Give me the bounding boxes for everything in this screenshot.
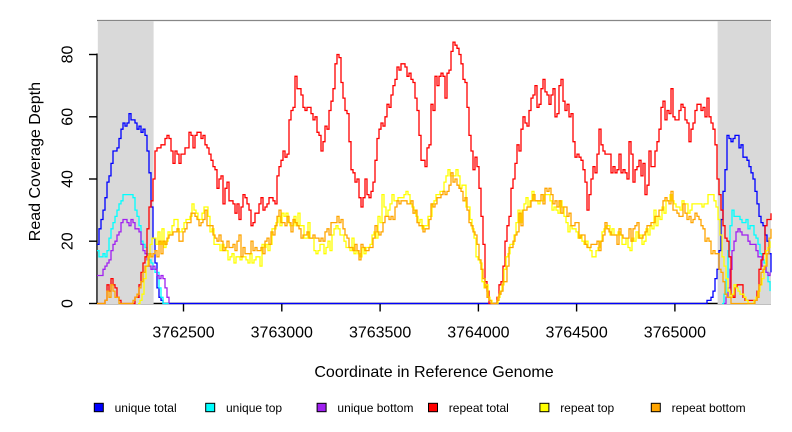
svg-text:20: 20 xyxy=(60,232,77,250)
svg-text:unique bottom: unique bottom xyxy=(337,401,413,415)
svg-text:3764000: 3764000 xyxy=(447,325,509,342)
svg-text:repeat top: repeat top xyxy=(560,401,614,415)
svg-text:3765000: 3765000 xyxy=(644,325,706,342)
svg-text:unique top: unique top xyxy=(226,401,282,415)
svg-text:Coordinate in Reference Genome: Coordinate in Reference Genome xyxy=(314,364,553,381)
svg-text:40: 40 xyxy=(60,170,77,188)
svg-text:repeat total: repeat total xyxy=(449,401,509,415)
svg-text:repeat bottom: repeat bottom xyxy=(672,401,746,415)
svg-text:unique total: unique total xyxy=(115,401,177,415)
svg-text:3763500: 3763500 xyxy=(349,325,411,342)
svg-text:60: 60 xyxy=(60,108,77,126)
svg-text:Read Coverage Depth: Read Coverage Depth xyxy=(27,82,44,241)
svg-text:3764500: 3764500 xyxy=(545,325,607,342)
svg-text:3762500: 3762500 xyxy=(152,325,214,342)
svg-text:0: 0 xyxy=(60,299,77,308)
svg-text:80: 80 xyxy=(60,46,77,64)
svg-text:3763000: 3763000 xyxy=(251,325,313,342)
